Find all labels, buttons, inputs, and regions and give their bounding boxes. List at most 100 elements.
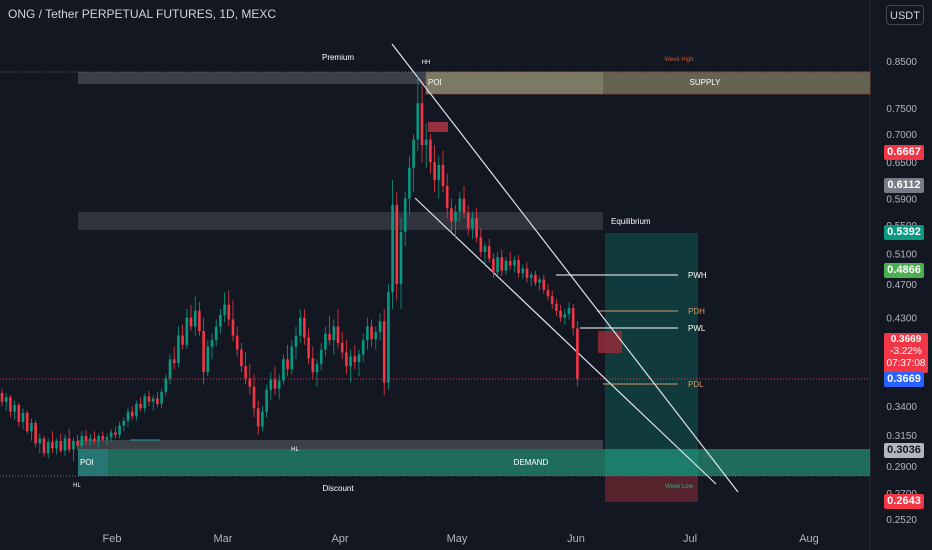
candle-body bbox=[370, 326, 373, 340]
order-block-current bbox=[598, 331, 622, 353]
candle-body bbox=[529, 274, 533, 278]
candle-body bbox=[298, 317, 302, 336]
candle-body bbox=[189, 317, 193, 327]
price-tag-5: 0.3036 bbox=[884, 443, 924, 458]
candle-body bbox=[244, 366, 247, 379]
candle-body bbox=[181, 335, 184, 345]
candle-body bbox=[80, 436, 84, 446]
y-tick-label: 0.2900 bbox=[886, 462, 917, 473]
x-tick-label: Jun bbox=[567, 533, 585, 545]
x-axis[interactable]: Feb Mar Apr May Jun Jul Aug bbox=[103, 533, 819, 545]
candle-body bbox=[487, 246, 491, 259]
candle-body bbox=[340, 343, 344, 353]
candle-body bbox=[399, 231, 403, 285]
candle-body bbox=[126, 411, 130, 421]
candle-body bbox=[433, 162, 436, 180]
demand-zone bbox=[78, 449, 870, 476]
candle-body bbox=[42, 438, 46, 454]
pwh-label: PWH bbox=[688, 271, 707, 280]
candle-body bbox=[231, 319, 235, 336]
candle-body bbox=[345, 352, 348, 367]
candle-body bbox=[109, 432, 113, 438]
candle-body bbox=[534, 274, 537, 283]
candle-body bbox=[454, 211, 457, 222]
candle-body bbox=[517, 260, 520, 274]
equilibrium-label: Equilibrium bbox=[611, 217, 651, 226]
candle-body bbox=[227, 304, 231, 320]
live-price-value: 0.3669 bbox=[890, 334, 922, 345]
price-tag-3: 0.4866 bbox=[884, 263, 924, 278]
candle-body bbox=[25, 412, 29, 432]
candle-body bbox=[466, 212, 470, 229]
candle-body bbox=[307, 337, 310, 359]
currency-selector-button[interactable]: USDT bbox=[886, 5, 924, 25]
price-tag-6: 0.2643 bbox=[884, 494, 924, 509]
y-tick-label: 0.7000 bbox=[886, 130, 917, 141]
projection-loss-zone bbox=[605, 476, 698, 502]
candle-body bbox=[193, 310, 197, 327]
supply-zone-inner bbox=[426, 72, 603, 94]
candle-body bbox=[256, 408, 260, 427]
pdl-label: PDL bbox=[688, 380, 704, 389]
candle-body bbox=[210, 340, 214, 347]
candle-body bbox=[59, 440, 63, 451]
candle-body bbox=[445, 185, 449, 209]
candle-body bbox=[332, 326, 336, 341]
candle-body bbox=[508, 260, 512, 266]
candle-body bbox=[198, 310, 201, 332]
candle-body bbox=[248, 378, 252, 387]
candle-body bbox=[118, 425, 121, 435]
candle-body bbox=[458, 198, 462, 212]
candle-body bbox=[374, 331, 378, 340]
candle-body bbox=[9, 397, 12, 412]
candle-body bbox=[538, 279, 541, 283]
candle-body bbox=[76, 440, 79, 446]
candle-body bbox=[378, 321, 382, 332]
candle-body bbox=[265, 389, 268, 412]
x-tick-label: Aug bbox=[799, 533, 819, 545]
x-tick-label: Apr bbox=[331, 533, 348, 545]
y-tick-label: 0.5900 bbox=[886, 195, 917, 206]
poi-top-label: POI bbox=[428, 78, 442, 87]
candle-body bbox=[252, 386, 256, 409]
candle-body bbox=[475, 218, 478, 238]
y-tick-label: 0.3400 bbox=[886, 402, 917, 413]
discount-bar bbox=[78, 440, 603, 449]
candle-body bbox=[500, 257, 504, 271]
price-tag-0: 0.6667 bbox=[884, 145, 924, 160]
candle-body bbox=[172, 359, 176, 364]
candle-body bbox=[441, 164, 445, 186]
candle-body bbox=[34, 423, 37, 444]
candle-body bbox=[4, 397, 8, 402]
poi-bottom-label: POI bbox=[80, 458, 94, 467]
candle-body bbox=[13, 404, 16, 412]
y-tick-label: 0.8500 bbox=[886, 57, 917, 68]
demand-zone-inner bbox=[78, 449, 108, 476]
candle-body bbox=[483, 246, 487, 252]
candle-body bbox=[160, 391, 163, 404]
candle-body bbox=[513, 260, 516, 266]
candle-body bbox=[424, 139, 428, 146]
candle-body bbox=[311, 358, 315, 373]
candle-body bbox=[349, 356, 352, 367]
candle-body bbox=[542, 279, 546, 290]
channel-lower bbox=[414, 197, 717, 485]
candle-body bbox=[139, 403, 142, 409]
candle-body bbox=[403, 198, 407, 232]
y-tick-label: 0.5100 bbox=[886, 249, 917, 260]
candle-body bbox=[63, 438, 67, 451]
candle-body bbox=[55, 440, 58, 449]
live-price-countdown: 07:37:08 bbox=[886, 358, 926, 369]
candle-body bbox=[391, 204, 394, 293]
candle-body bbox=[357, 354, 361, 363]
candle-body bbox=[93, 438, 96, 441]
candle-body bbox=[206, 346, 210, 373]
y-axis[interactable]: 0.85000.75000.70000.65000.59000.55000.51… bbox=[886, 57, 917, 526]
candle-body bbox=[336, 326, 340, 344]
candle-body bbox=[17, 404, 21, 422]
x-tick-label: Jul bbox=[683, 533, 697, 545]
candle-body bbox=[315, 364, 319, 373]
candle-body bbox=[328, 333, 331, 341]
